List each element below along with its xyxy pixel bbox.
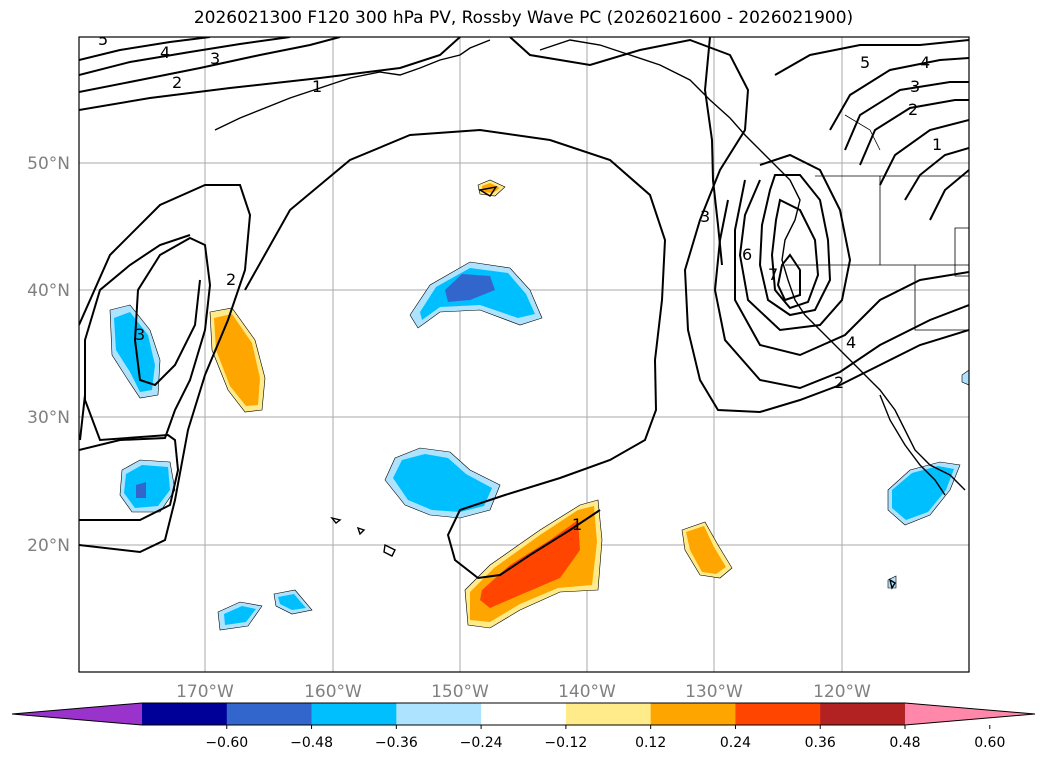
lon-label: 140°W — [558, 682, 616, 702]
contour-label: 3 — [700, 207, 710, 226]
lat-label: 40°N — [27, 281, 70, 301]
contour-label: 5 — [98, 30, 108, 49]
colorbar-tick-label: 0.48 — [889, 735, 920, 751]
borders — [785, 114, 969, 331]
colorbar-tick-label: −0.36 — [375, 735, 418, 751]
contour-label: 4 — [846, 333, 856, 352]
colorbar-tick-label: −0.60 — [205, 735, 248, 751]
colorbar-tick-label: 0.36 — [805, 735, 836, 751]
colorbar-extend-high — [905, 703, 1035, 725]
pv-contours — [79, 37, 969, 580]
colorbar-tick-label: 0.12 — [635, 735, 666, 751]
contour-label: 4 — [920, 53, 930, 72]
contour-label: 3 — [210, 49, 220, 68]
colorbar: −0.60 −0.48 −0.36 −0.24 −0.12 0.12 0.24 0.36 0.4… — [11, 702, 1036, 751]
colorbar-segment — [820, 703, 906, 725]
colorbar-segment — [396, 703, 482, 725]
colorbar-outline — [11, 702, 1036, 726]
colorbar-tick-label: −0.24 — [460, 735, 503, 751]
colorbar-segment — [565, 703, 652, 725]
contour-label: 2 — [834, 373, 844, 392]
contour-label: 1 — [312, 77, 322, 96]
colorbar-segment — [735, 703, 821, 725]
map-title: 2026021300 F120 300 hPa PV, Rossby Wave … — [193, 8, 854, 28]
colorbar-segment — [481, 703, 567, 725]
contour-label: 7 — [768, 265, 778, 284]
contour-label: 3 — [135, 325, 145, 344]
lon-label: 150°W — [431, 682, 489, 702]
colorbar-segment — [142, 703, 228, 725]
lat-label: 50°N — [27, 154, 70, 174]
lon-label: 160°W — [304, 682, 362, 702]
lon-label: 120°W — [813, 682, 871, 702]
lon-label: 130°W — [685, 682, 743, 702]
lat-label: 30°N — [27, 408, 70, 428]
negative-anomaly-shading — [109, 261, 969, 631]
coastlines — [214, 39, 966, 590]
colorbar-tick-label: −0.12 — [544, 735, 587, 751]
contour-label: 2 — [172, 73, 182, 92]
longitude-labels: 170°W 160°W 150°W 140°W 130°W 120°W — [176, 682, 871, 702]
colorbar-segment — [650, 703, 736, 725]
map-frame — [78, 36, 970, 673]
contour-labels: 5 4 3 2 1 5 4 3 2 1 3 2 3 6 7 4 2 1 — [98, 30, 942, 534]
lon-label: 170°W — [176, 682, 234, 702]
contour-label: 2 — [226, 270, 236, 289]
colorbar-tick-label: −0.48 — [290, 735, 333, 751]
lat-label: 20°N — [27, 536, 70, 556]
contour-label: 1 — [932, 135, 942, 154]
contour-label: 6 — [742, 245, 752, 264]
contour-label: 2 — [908, 100, 918, 119]
contour-label: 4 — [160, 43, 170, 62]
contour-label: 3 — [910, 77, 920, 96]
latitude-labels: 50°N 40°N 30°N 20°N — [27, 154, 70, 556]
contour-label: 1 — [572, 515, 582, 534]
colorbar-tick-label: 0.60 — [974, 735, 1005, 751]
colorbar-segment — [311, 703, 397, 725]
contour-label: 5 — [860, 53, 870, 72]
colorbar-segment — [226, 703, 313, 725]
colorbar-tick-label: 0.24 — [720, 735, 751, 751]
colorbar-extend-low — [12, 703, 142, 725]
